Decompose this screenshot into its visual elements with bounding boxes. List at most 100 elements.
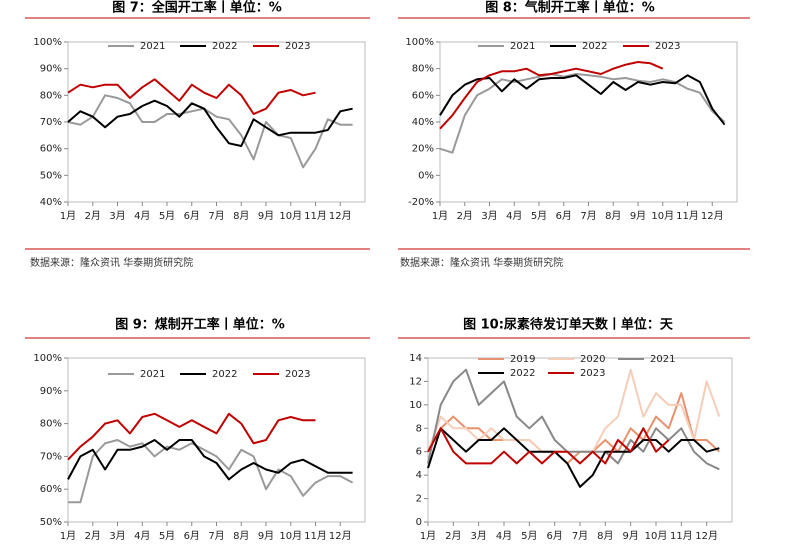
y-tick-label: 0% (418, 170, 434, 181)
x-tick-label: 1月 (420, 530, 436, 542)
x-tick-label: 1月 (432, 210, 448, 222)
x-tick-label: 11月 (304, 210, 327, 222)
x-tick-label: 2月 (445, 530, 461, 542)
x-tick-label: 4月 (134, 530, 150, 542)
x-tick-label: 2月 (457, 210, 473, 222)
series-line (67, 99, 353, 147)
legend-label: 2021 (140, 41, 165, 52)
plot-frame (439, 41, 738, 203)
x-tick-label: 6月 (546, 530, 562, 542)
x-tick-label: 3月 (109, 530, 125, 542)
x-tick-label: 5月 (521, 530, 537, 542)
x-tick-label: 5月 (159, 210, 175, 222)
x-tick-label: 10月 (279, 530, 302, 542)
y-tick-label: 70% (40, 451, 62, 462)
series-line (67, 439, 353, 481)
x-tick-label: 6月 (184, 530, 200, 542)
legend-label: 2019 (510, 354, 535, 365)
series-line (439, 74, 726, 126)
y-tick-label: 60% (40, 144, 62, 155)
series-line (67, 412, 316, 461)
x-tick-label: 11月 (304, 530, 327, 542)
series-line (439, 61, 664, 130)
x-tick-label: 1月 (60, 530, 76, 542)
x-tick-label: 8月 (233, 530, 249, 542)
y-tick-label: 90% (40, 64, 62, 75)
x-tick-label: 6月 (556, 210, 572, 222)
x-tick-label: 7月 (580, 210, 596, 222)
legend-label: 2022 (582, 41, 607, 52)
y-tick-label: 6 (416, 447, 422, 458)
x-tick-label: 9月 (258, 530, 274, 542)
y-tick-label: 50% (40, 517, 62, 528)
y-tick-label: 90% (40, 386, 62, 397)
x-tick-label: 2月 (85, 210, 101, 222)
y-tick-label: 100% (33, 37, 62, 48)
chart-title: 图 10:尿素待发订单天数丨单位：天 (463, 317, 674, 333)
y-tick-label: 4 (416, 470, 422, 481)
x-tick-label: 3月 (481, 210, 497, 222)
legend-label: 2022 (510, 368, 535, 379)
chart-title: 图 8：气制开工率丨单位：% (485, 0, 655, 16)
x-tick-label: 7月 (208, 210, 224, 222)
x-tick-label: 4月 (134, 210, 150, 222)
y-tick-label: 100% (405, 37, 434, 48)
y-tick-label: -20% (408, 197, 434, 208)
x-tick-label: 5月 (531, 210, 547, 222)
legend-label: 2021 (510, 41, 535, 52)
legend-label: 2020 (580, 354, 605, 365)
legend-label: 2023 (580, 368, 605, 379)
x-tick-label: 11月 (676, 210, 699, 222)
x-tick-label: 7月 (208, 530, 224, 542)
y-tick-label: 12 (409, 376, 422, 387)
series-line (67, 78, 316, 115)
y-tick-label: 0 (416, 517, 422, 528)
legend-label: 2021 (140, 369, 165, 380)
source-note: 数据来源：隆众资讯 华泰期货研究院 (30, 256, 193, 269)
y-tick-label: 60% (40, 484, 62, 495)
x-tick-label: 9月 (622, 530, 638, 542)
y-tick-label: 8 (416, 423, 422, 434)
series-line (427, 427, 720, 488)
y-tick-label: 40% (412, 117, 434, 128)
x-tick-label: 6月 (184, 210, 200, 222)
y-tick-label: 20% (412, 144, 434, 155)
x-tick-label: 10月 (645, 530, 668, 542)
legend-label: 2023 (285, 369, 310, 380)
x-tick-label: 9月 (258, 210, 274, 222)
legend-label: 2021 (650, 354, 675, 365)
y-tick-label: 70% (40, 117, 62, 128)
chart-title: 图 9：煤制开工率丨单位：% (115, 317, 285, 333)
x-tick-label: 4月 (506, 210, 522, 222)
y-tick-label: 80% (40, 419, 62, 430)
legend-label: 2023 (285, 41, 310, 52)
x-tick-label: 12月 (695, 530, 718, 542)
x-tick-label: 12月 (701, 210, 724, 222)
legend-label: 2022 (212, 369, 237, 380)
x-tick-label: 2月 (85, 530, 101, 542)
x-tick-label: 8月 (597, 530, 613, 542)
series-line (427, 392, 720, 465)
x-tick-label: 9月 (630, 210, 646, 222)
y-tick-label: 80% (412, 64, 434, 75)
x-tick-label: 3月 (109, 210, 125, 222)
y-tick-label: 14 (409, 353, 422, 364)
plot-frame (67, 357, 366, 523)
y-tick-label: 40% (40, 197, 62, 208)
chart-title: 图 7：全国开工率丨单位：% (112, 0, 282, 16)
y-tick-label: 10 (409, 400, 422, 411)
y-tick-label: 60% (412, 90, 434, 101)
series-line (68, 439, 354, 504)
x-tick-label: 8月 (233, 210, 249, 222)
y-tick-label: 2 (416, 494, 422, 505)
x-tick-label: 10月 (651, 210, 674, 222)
series-line (439, 73, 726, 154)
source-note: 数据来源：隆众资讯 华泰期货研究院 (400, 256, 563, 269)
y-tick-label: 50% (40, 170, 62, 181)
series-line (427, 427, 670, 465)
x-tick-label: 11月 (670, 530, 693, 542)
x-tick-label: 8月 (605, 210, 621, 222)
x-tick-label: 12月 (329, 530, 352, 542)
